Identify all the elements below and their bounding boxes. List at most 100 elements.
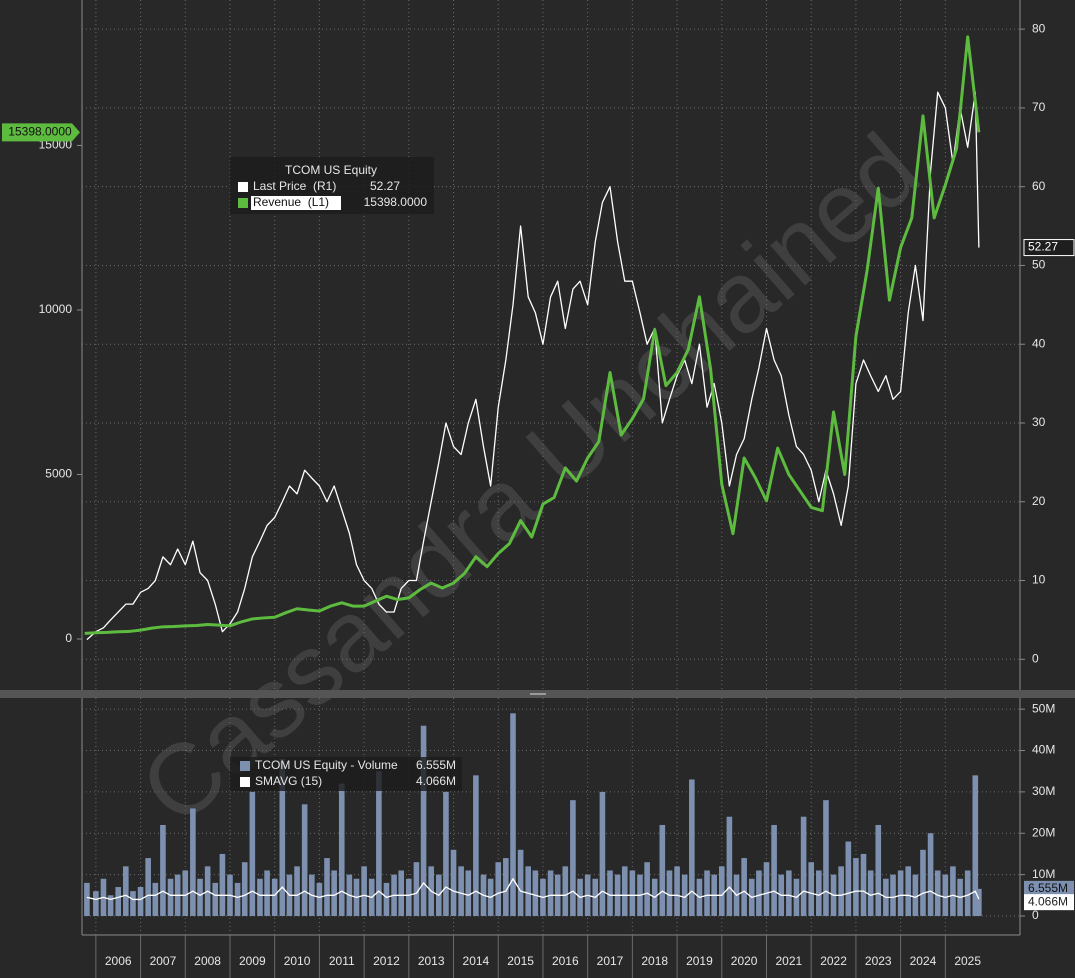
legend-label[interactable]: TCOM US Equity - Volume	[255, 758, 398, 772]
x-axis: 2006 2007 2008 2009 2010 2011 2012 2013 2014 2015…	[82, 934, 1020, 978]
y-tick-label: 80	[1032, 21, 1046, 35]
x-tick-label: 2013	[418, 954, 445, 968]
volume-bar	[689, 779, 695, 916]
last-value-label: 4.066M	[1028, 894, 1068, 908]
x-tick-label: 2024	[910, 954, 937, 968]
volume-bar	[145, 858, 151, 916]
legend-label[interactable]: Last Price (R1)	[253, 179, 336, 193]
y-tick-label: 10	[1032, 573, 1046, 587]
volume-bar	[197, 878, 203, 916]
volume-bar	[93, 891, 99, 916]
y-tick-label: 20	[1032, 494, 1046, 508]
volume-bar	[976, 888, 982, 916]
legend-highlight	[251, 196, 341, 210]
y-tick-label: 40M	[1032, 743, 1055, 757]
y-tick-label: 20M	[1032, 825, 1055, 839]
y-tick-label: 70	[1032, 100, 1046, 114]
y-tick-label: 10000	[39, 302, 73, 316]
volume-bar	[420, 725, 427, 916]
y-tick-label: 0	[65, 631, 72, 645]
x-tick-label: 2015	[507, 954, 534, 968]
volume-bar	[301, 804, 308, 916]
x-tick-label: 2020	[731, 954, 758, 968]
x-tick-label: 2021	[776, 954, 803, 968]
last-value-tag	[1024, 880, 1074, 897]
y-tick-label: 60	[1032, 179, 1046, 193]
x-tick-label: 2011	[329, 954, 355, 968]
volume-bar	[465, 870, 472, 916]
volume-bar	[107, 895, 114, 916]
last-value-tag	[1024, 894, 1074, 911]
x-tick-label: 2018	[641, 954, 668, 968]
volume-bar	[443, 791, 449, 916]
x-tick-label: 2014	[463, 954, 490, 968]
legend-swatch	[240, 777, 250, 787]
legend-label[interactable]: Revenue (L1)	[253, 195, 329, 209]
x-tick-label: 2016	[552, 954, 579, 968]
last-value-label: 6.555M	[1028, 881, 1068, 895]
volume-bar	[152, 882, 159, 916]
legend-value: 52.27	[370, 179, 400, 193]
x-tick-label: 2019	[686, 954, 713, 968]
volume-bar	[964, 870, 971, 916]
volume-bar	[875, 824, 882, 916]
volume-bar	[950, 866, 956, 916]
volume-bar	[450, 849, 457, 916]
volume-bar	[137, 887, 144, 916]
y-tick-label: 30	[1032, 415, 1046, 429]
last-value-tag	[1023, 239, 1075, 257]
volume-bar	[316, 882, 323, 916]
y-tick-label: 50M	[1032, 701, 1055, 715]
volume-bar	[190, 808, 196, 916]
volume-bar	[331, 870, 337, 916]
volume-bar	[800, 816, 807, 916]
volume-bar	[666, 870, 673, 916]
volume-bar	[756, 870, 762, 916]
volume-bar	[525, 866, 531, 916]
volume-bar	[115, 887, 122, 916]
x-tick-label: 2023	[865, 954, 892, 968]
volume-bar	[495, 862, 502, 916]
volume-bar	[84, 882, 90, 916]
volume-bar	[741, 858, 747, 916]
volume-bar	[562, 866, 569, 916]
volume-bar	[718, 866, 725, 916]
volume-bar	[219, 853, 226, 916]
volume-bar	[383, 882, 390, 916]
volume-bar	[249, 791, 256, 916]
legend-title: TCOM US Equity	[285, 163, 377, 177]
legend-swatch	[238, 198, 248, 208]
legend-label[interactable]: SMAVG (15)	[255, 774, 322, 788]
legend-swatch	[238, 182, 248, 192]
legend-box	[230, 757, 462, 791]
volume-bar	[890, 874, 896, 916]
x-tick-label: 2010	[284, 954, 311, 968]
volume-bar	[234, 882, 241, 916]
volume-bar	[599, 791, 606, 916]
volume-bar	[853, 858, 859, 916]
last-value-tag	[2, 123, 80, 142]
volume-bar	[212, 882, 219, 916]
volume-bar	[607, 870, 613, 916]
volume-bar	[644, 862, 650, 916]
volume-bar	[167, 878, 174, 916]
volume-bar	[897, 870, 904, 916]
volume-bar	[942, 874, 949, 916]
volume-bar	[823, 800, 829, 916]
last-value-label: 15398.0000	[8, 125, 72, 139]
volume-bar	[473, 775, 479, 916]
x-tick-label: 2022	[820, 954, 847, 968]
volume-bar	[338, 783, 345, 916]
volume-bar	[160, 824, 166, 916]
y-tick-label: 0	[1032, 651, 1039, 665]
y-tick-label: 0	[1032, 908, 1039, 922]
volume-bar	[920, 849, 926, 916]
y-tick-label: 40	[1032, 336, 1046, 350]
volume-bar	[406, 878, 412, 916]
volume-bar	[838, 866, 844, 916]
volume-bar	[681, 874, 688, 916]
volume-bar	[905, 866, 912, 916]
legend-swatch	[240, 761, 250, 771]
